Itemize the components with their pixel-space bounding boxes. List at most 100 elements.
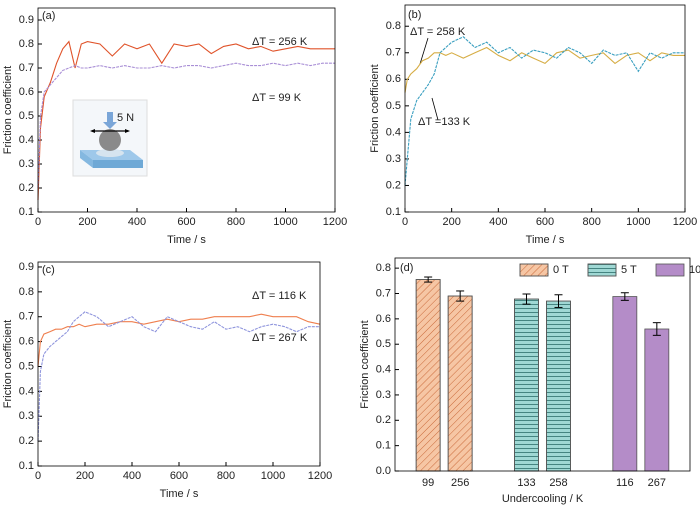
inset-label: 5 N [117,112,134,124]
y-tick-label: 0.4 [376,363,391,375]
x-tick-label: 0 [402,216,408,228]
y-tick-label: 0.5 [19,360,34,372]
x-tick-label: 1000 [273,216,297,228]
y-tick-label: 0.7 [19,62,34,74]
y-tick-label: 0.1 [19,206,34,218]
x-tick-label: 267 [648,477,666,489]
y-tick-label: 0.5 [19,110,34,122]
y-axis-label: Friction coefficient [2,66,14,154]
data-line [37,313,321,367]
y-tick-label: 0.4 [19,385,34,397]
y-axis-label: Friction coefficient [2,320,14,408]
bar [644,328,670,472]
y-tick-label: 0.8 [386,20,401,32]
x-tick-label: 1000 [626,216,650,228]
y-axis-label: Friction coefficient [359,320,371,408]
y-tick-label: 0.0 [376,465,391,477]
series-label: ΔT = 256 K [252,36,308,48]
plot-frame [37,7,336,213]
x-tick-label: 400 [489,216,507,228]
panel-label: (a) [42,10,55,22]
y-tick-label: 0.8 [376,262,391,274]
x-tick-label: 800 [227,216,245,228]
y-tick-label: 0.8 [19,38,34,50]
y-tick-label: 0.6 [386,73,401,85]
legend-hatch [519,263,549,277]
series-label: ΔT = 258 K [410,26,466,38]
panel-label: (c) [42,264,55,276]
legend-label: 5 T [621,264,637,276]
panel-label: (d) [400,262,413,274]
x-tick-label: 0 [35,216,41,228]
plot-frame [37,261,321,467]
y-tick-label: 0.2 [376,414,391,426]
y-tick-label: 0.5 [386,100,401,112]
x-tick-label: 600 [536,216,554,228]
bar-hatch [415,279,441,472]
x-axis-label: Undercooling / K [502,493,584,505]
y-axis-label: Friction coefficient [369,64,381,152]
y-tick-label: 0.3 [376,389,391,401]
y-tick-label: 0.3 [19,410,34,422]
y-tick-label: 0.6 [19,86,34,98]
y-tick-label: 0.5 [376,338,391,350]
y-tick-label: 0.7 [376,287,391,299]
legend-label: 10 T [689,264,700,276]
series-label: ΔT = 99 K [252,92,302,104]
y-tick-label: 0.6 [19,336,34,348]
x-tick-label: 800 [582,216,600,228]
x-tick-label: 800 [217,470,235,482]
x-tick-label: 0 [35,470,41,482]
series-label: ΔT =133 K [418,116,471,128]
bar-hatch [447,295,473,472]
y-tick-label: 0.9 [19,14,34,26]
panel-label: (b) [408,9,421,21]
series-label: ΔT = 267 K [252,332,308,344]
y-tick-label: 0.1 [376,440,391,452]
y-tick-label: 0.6 [376,313,391,325]
x-tick-label: 200 [78,216,96,228]
series-label: ΔT = 116 K [252,290,307,302]
x-tick-label: 600 [177,216,195,228]
y-tick-label: 0.4 [19,134,34,146]
y-tick-label: 0.3 [19,158,34,170]
y-tick-label: 0.1 [386,206,401,218]
bar-hatch [546,300,571,472]
data-line [37,62,335,189]
x-tick-label: 1200 [323,216,347,228]
x-tick-label: 116 [616,477,634,489]
y-tick-label: 0.4 [386,126,401,138]
y-tick-label: 0.8 [19,286,34,298]
x-tick-label: 200 [76,470,94,482]
data-line [404,46,685,93]
y-tick-label: 0.7 [386,47,401,59]
data-line [37,311,320,442]
legend-swatch [655,263,685,277]
x-tick-label: 400 [123,470,141,482]
y-tick-label: 0.2 [19,182,34,194]
y-tick-label: 0.3 [386,153,401,165]
x-tick-label: 200 [442,216,460,228]
legend-label: 0 T [553,264,569,276]
y-tick-label: 0.1 [19,460,34,472]
x-tick-label: 400 [128,216,146,228]
x-tick-label: 256 [451,477,469,489]
y-tick-label: 0.2 [19,435,34,447]
x-tick-label: 258 [549,477,567,489]
y-tick-label: 0.7 [19,311,34,323]
x-tick-label: 133 [517,477,535,489]
x-axis-label: Time / s [526,234,565,246]
data-line [404,36,685,186]
bar [612,296,638,472]
y-tick-label: 0.2 [386,179,401,191]
y-tick-label: 0.9 [19,261,34,273]
arrows [419,37,439,121]
legend-hatch [587,263,617,277]
x-axis-label: Time / s [167,234,206,246]
data-line [37,40,335,201]
x-tick-label: 1000 [261,470,285,482]
x-tick-label: 1200 [673,216,697,228]
plot-frame [394,257,691,472]
x-tick-label: 99 [422,477,434,489]
